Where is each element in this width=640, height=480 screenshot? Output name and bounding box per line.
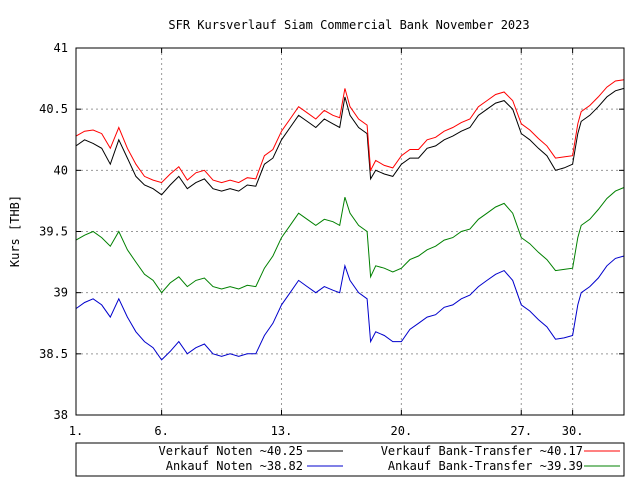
series-line-1 [75,87,625,196]
series-lines [75,79,625,361]
x-tick-label: 1. [69,424,83,438]
legend-label: Ankauf Noten ~38.82 [166,459,303,473]
legend: Verkauf Noten ~40.25 Verkauf Bank-Transfe… [75,442,625,477]
series-line-4 [75,187,625,294]
chart-title: SFR Kursverlauf Siam Commercial Bank Nov… [168,18,529,32]
axis-ticks: 38 38.5 39 39.5 40 40.5 41 1. 6. 13. 20. 27. 30. [39,41,624,438]
y-tick-label: 40.5 [39,102,68,116]
y-tick-label: 40 [54,163,68,177]
x-tick-label: 13. [271,424,293,438]
y-tick-label: 41 [54,41,68,55]
legend-label: Verkauf Bank-Transfer ~40.17 [381,444,583,458]
x-tick-label: 6. [154,424,168,438]
legend-label: Ankauf Bank-Transfer ~39.39 [388,459,583,473]
plot-frame [75,47,625,416]
y-axis-label: Kurs [THB] [8,195,22,267]
legend-frame [75,442,625,477]
grid [76,48,624,415]
y-tick-label: 39.5 [39,225,68,239]
x-tick-label: 30. [562,424,584,438]
y-tick-label: 39 [54,286,68,300]
y-tick-label: 38.5 [39,347,68,361]
series-line-3 [75,255,625,361]
legend-label: Verkauf Noten ~40.25 [159,444,304,458]
series-line-2 [75,79,625,184]
y-tick-label: 38 [54,408,68,422]
x-tick-label: 20. [391,424,413,438]
x-tick-label: 27. [510,424,532,438]
